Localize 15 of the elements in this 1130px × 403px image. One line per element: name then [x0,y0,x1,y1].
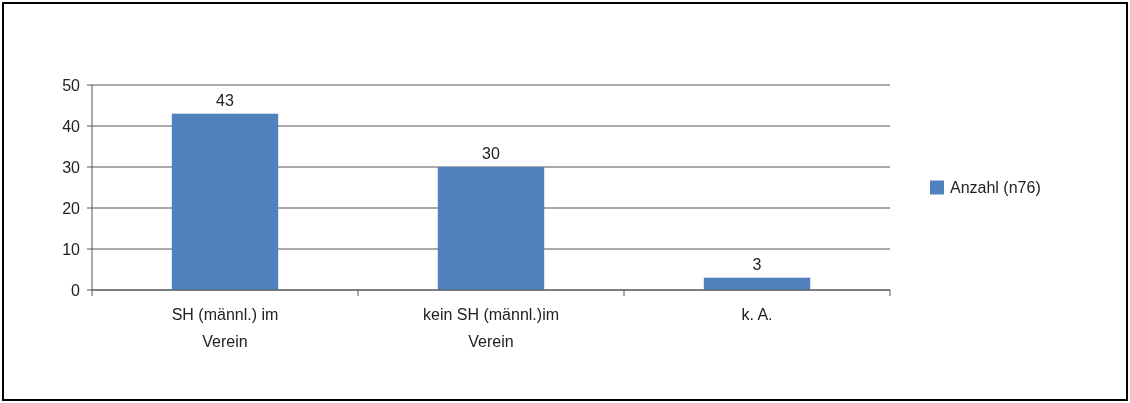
y-tick-label: 50 [62,76,81,94]
data-label: 30 [482,145,500,162]
x-tick-label: k. A. [741,306,773,323]
y-tick-label: 40 [62,117,81,135]
y-tick-label: 0 [71,281,81,299]
data-label: 3 [752,255,762,273]
data-label: 43 [216,91,234,109]
bar [171,113,279,290]
bar [437,167,545,290]
y-tick-label: 30 [62,158,81,176]
x-tick-label: SH (männl.) im Verein [171,306,279,350]
x-tick-label: kein SH (männl.)im Verein [422,306,560,350]
y-tick-label: 20 [62,199,81,217]
y-tick-label: 10 [62,240,81,258]
legend-label: Anzahl (n76) [950,179,1041,197]
